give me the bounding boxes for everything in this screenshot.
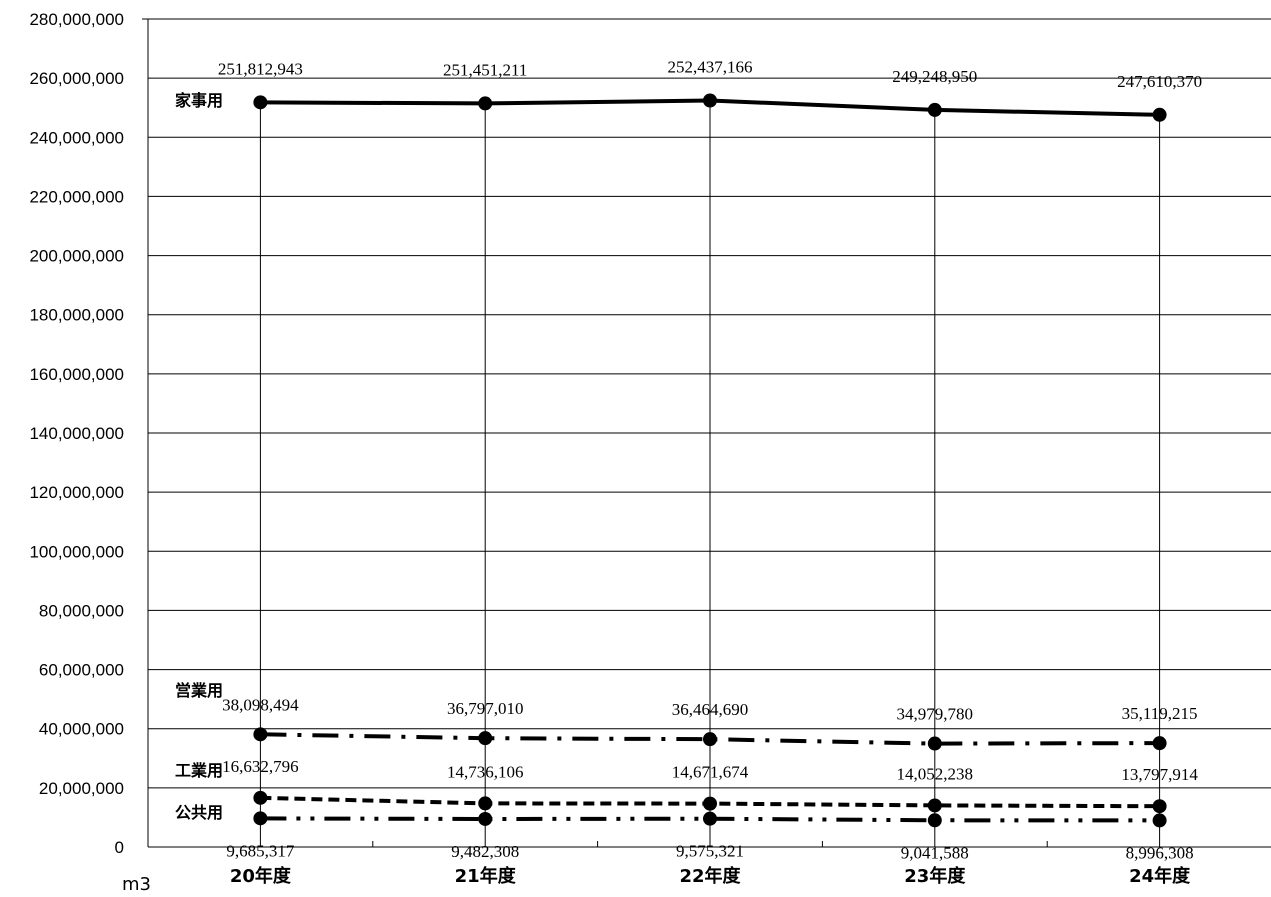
y-axis: 0 20,000,000 40,000,000 60,000,000 80,000,00… bbox=[29, 10, 149, 857]
y-tick-label: 260,000,000 bbox=[29, 69, 124, 88]
series-lines bbox=[253, 93, 1167, 828]
data-point bbox=[1152, 736, 1167, 751]
data-label: 252,437,166 bbox=[668, 58, 753, 77]
y-tick-label: 280,000,000 bbox=[29, 10, 124, 29]
y-tick-label: 220,000,000 bbox=[29, 187, 124, 206]
series-name-label: 公共用 bbox=[175, 803, 223, 822]
data-point bbox=[253, 790, 268, 805]
series-name-label: 営業用 bbox=[175, 681, 223, 700]
data-point bbox=[927, 798, 942, 813]
y-tick-label: 80,000,000 bbox=[39, 601, 124, 620]
data-label: 14,671,674 bbox=[672, 763, 749, 782]
y-tick-label: 240,000,000 bbox=[29, 128, 124, 147]
data-point bbox=[703, 796, 717, 811]
data-point bbox=[927, 736, 942, 751]
data-label: 9,575,321 bbox=[676, 842, 744, 861]
y-tick-label: 20,000,000 bbox=[39, 779, 124, 798]
data-point bbox=[927, 813, 942, 828]
x-tick-label: 23年度 bbox=[904, 865, 966, 887]
y-tick-label: 100,000,000 bbox=[29, 542, 124, 561]
data-label: 9,685,317 bbox=[226, 841, 295, 860]
y-tick-label: 160,000,000 bbox=[29, 365, 124, 384]
data-point bbox=[478, 96, 493, 111]
y-tick-label: 60,000,000 bbox=[39, 661, 124, 680]
gridlines bbox=[148, 18, 1271, 847]
data-label: 8,996,308 bbox=[1126, 843, 1194, 862]
data-point bbox=[1152, 799, 1167, 814]
data-label: 36,464,690 bbox=[672, 700, 749, 719]
data-label: 14,736,106 bbox=[447, 762, 524, 781]
y-tick-label: 200,000,000 bbox=[29, 247, 124, 266]
data-label: 34,979,780 bbox=[897, 705, 974, 724]
data-label: 9,482,308 bbox=[451, 842, 519, 861]
series-line bbox=[260, 732, 1160, 746]
data-point bbox=[478, 731, 493, 746]
data-labels: 251,812,943 251,451,211 252,437,166 249,248… bbox=[175, 58, 1202, 863]
data-label: 249,248,950 bbox=[892, 67, 977, 86]
data-label: 36,797,010 bbox=[447, 699, 524, 718]
data-label: 16,632,796 bbox=[222, 757, 299, 776]
data-point bbox=[703, 811, 717, 826]
series-name-label: 家事用 bbox=[175, 91, 223, 110]
y-tick-label: 120,000,000 bbox=[29, 483, 124, 502]
y-tick-label: 180,000,000 bbox=[29, 306, 124, 325]
data-label: 14,052,238 bbox=[897, 764, 974, 783]
y-tick-label: 40,000,000 bbox=[39, 720, 124, 739]
data-label: 247,610,370 bbox=[1117, 72, 1202, 91]
data-point bbox=[703, 732, 717, 747]
x-tick-label: 24年度 bbox=[1129, 865, 1191, 887]
data-point bbox=[253, 727, 268, 742]
x-tick-label: 20年度 bbox=[230, 865, 292, 887]
series-name-label: 工業用 bbox=[175, 761, 223, 780]
data-point bbox=[478, 811, 493, 826]
data-point bbox=[703, 93, 717, 108]
x-tick-label: 22年度 bbox=[679, 865, 741, 887]
x-tick-label: 21年度 bbox=[455, 865, 517, 887]
data-label: 38,098,494 bbox=[222, 695, 299, 714]
data-label: 35,119,215 bbox=[1122, 704, 1198, 723]
data-point bbox=[1152, 813, 1167, 828]
data-label: 251,812,943 bbox=[218, 59, 303, 78]
data-point bbox=[478, 796, 493, 811]
unit-label: m3 bbox=[122, 874, 151, 895]
data-point bbox=[1152, 107, 1167, 122]
data-label: 13,797,914 bbox=[1121, 765, 1198, 784]
data-point bbox=[253, 811, 268, 826]
data-point bbox=[253, 95, 268, 110]
y-tick-label: 140,000,000 bbox=[29, 424, 124, 443]
data-label: 9,041,588 bbox=[901, 843, 969, 862]
data-label: 251,451,211 bbox=[443, 60, 527, 79]
data-point bbox=[927, 102, 942, 117]
x-axis: 20年度 21年度 22年度 23年度 24年度 bbox=[148, 841, 1271, 887]
y-tick-label: 0 bbox=[115, 838, 124, 857]
